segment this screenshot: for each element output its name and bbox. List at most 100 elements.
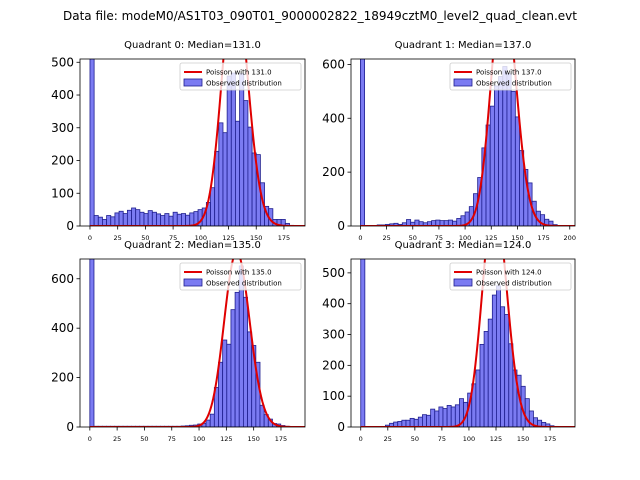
histogram-bar <box>106 215 112 226</box>
histogram-bar <box>235 120 241 226</box>
histogram-bar <box>135 209 141 226</box>
quadrant-0-title: Quadrant 0: Median=131.0 <box>124 40 261 51</box>
y-tick-label: 100 <box>322 389 345 403</box>
y-tick-label: 400 <box>51 321 74 335</box>
histogram-bar <box>151 211 157 226</box>
histogram-bar <box>126 209 132 226</box>
histogram-bar <box>479 343 485 427</box>
histogram-bar <box>147 210 153 226</box>
quadrant-1-title: Quadrant 1: Median=137.0 <box>395 40 532 51</box>
x-tick-label: 200 <box>564 234 576 242</box>
histogram-bar <box>243 100 249 226</box>
x-tick-label: 50 <box>409 234 417 242</box>
legend: Poisson with 124.0 Observed distribution <box>449 262 572 291</box>
x-tick-label: 100 <box>459 234 471 242</box>
poisson-curve <box>89 259 305 427</box>
histogram-bar <box>189 212 195 226</box>
y-tick-label: 300 <box>322 328 345 342</box>
histogram-bar <box>475 369 481 427</box>
histogram-bar <box>131 207 137 226</box>
x-tick-label: 0 <box>359 435 363 443</box>
x-tick-label: 125 <box>485 234 497 242</box>
plot-area <box>360 259 575 427</box>
figure-suptitle: Data file: modeM0/AS1T03_090T01_90000028… <box>63 9 577 23</box>
histogram-bar <box>242 296 248 427</box>
x-tick-label: 75 <box>438 435 446 443</box>
histogram-bar <box>230 309 236 427</box>
legend-bar-swatch <box>183 278 203 287</box>
x-tick-label: 125 <box>490 435 502 443</box>
histogram-bar <box>454 404 460 427</box>
histogram-bar <box>172 211 178 226</box>
quadrant-1-chart: 0 25 50 75 100 125 150 175 200 0 200 400 600 Quadrant… <box>322 40 576 242</box>
quadrant-panels: 0 25 50 75 100 125 150 1750100200300400500Quadr… <box>51 40 576 443</box>
x-tick-label: 100 <box>195 234 207 242</box>
histogram-bar <box>214 150 220 226</box>
histogram-bar <box>210 187 216 226</box>
histogram-bar <box>181 213 186 226</box>
y-tick-label: 200 <box>51 371 74 385</box>
x-tick-label: 150 <box>250 234 262 242</box>
axes-frame <box>350 58 576 227</box>
histogram-bar <box>164 213 170 226</box>
histogram-bar <box>491 294 497 427</box>
x-tick-label: 50 <box>141 234 149 242</box>
quadrant-0-chart: 0 25 50 75 100 125 150 175 0 100 200 300 400 500 Quadr… <box>51 40 306 242</box>
x-tick-label: 100 <box>463 435 475 443</box>
poisson-curve <box>89 59 305 226</box>
histogram-bar <box>205 419 211 427</box>
x-tick-label: 0 <box>88 234 92 242</box>
histogram-bar <box>489 105 495 226</box>
x-tick-label: 75 <box>168 435 176 443</box>
histogram-bar <box>139 211 145 226</box>
legend-box <box>179 262 302 291</box>
histogram-bar <box>209 413 215 427</box>
axes-frame <box>79 258 306 428</box>
histogram-bar <box>160 215 166 226</box>
histogram-bar <box>510 90 516 226</box>
histogram-bar <box>176 213 182 226</box>
y-tick-label: 400 <box>322 297 345 311</box>
y-tick-label: 500 <box>322 266 345 280</box>
histogram-bar <box>230 72 236 226</box>
legend-label-poisson: Poisson with 124.0 <box>476 269 542 277</box>
histogram-bar <box>247 126 253 226</box>
legend-label-poisson: Poisson with 131.0 <box>206 69 272 77</box>
y-tick-label: 0 <box>66 219 74 233</box>
x-tick-label: 175 <box>544 435 556 443</box>
quadrant-3-chart: 0 25 50 75 100 125 150 175 0 100 200 300 400 500 Quadr… <box>322 240 576 443</box>
histogram-bar <box>401 419 407 427</box>
histogram-bar <box>413 418 419 427</box>
x-tick-label: 75 <box>435 234 443 242</box>
x-tick-label: 50 <box>140 435 148 443</box>
legend-bar-swatch <box>453 278 473 287</box>
x-tick-label: 50 <box>411 435 419 443</box>
histogram-bar <box>483 331 489 427</box>
y-tick-label: 500 <box>51 55 74 69</box>
histogram-bar <box>496 285 501 427</box>
histogram-bar <box>143 213 149 226</box>
histogram-bar <box>156 213 162 226</box>
x-tick-label: 175 <box>275 435 287 443</box>
histogram-bar <box>450 406 456 427</box>
histogram-bar <box>487 318 493 427</box>
histogram-bar <box>122 213 128 226</box>
quadrant-2-title: Quadrant 2: Median=135.0 <box>124 240 261 251</box>
x-tick-label: 100 <box>193 435 205 443</box>
poisson-curve <box>360 59 575 226</box>
histogram-bar <box>405 419 411 427</box>
y-tick-label: 0 <box>337 420 345 434</box>
y-tick-label: 200 <box>322 165 345 179</box>
poisson-curve <box>360 259 575 427</box>
histogram-bar <box>168 215 174 226</box>
x-tick-label: 150 <box>511 234 523 242</box>
x-tick-label: 25 <box>384 435 392 443</box>
axes-frame <box>350 258 576 428</box>
histogram-bar <box>500 306 506 427</box>
histogram-bar <box>360 259 366 427</box>
histogram-bar <box>185 214 191 226</box>
histogram-bar <box>222 339 228 427</box>
histogram-bar <box>218 122 224 226</box>
axes-frame <box>79 58 306 227</box>
